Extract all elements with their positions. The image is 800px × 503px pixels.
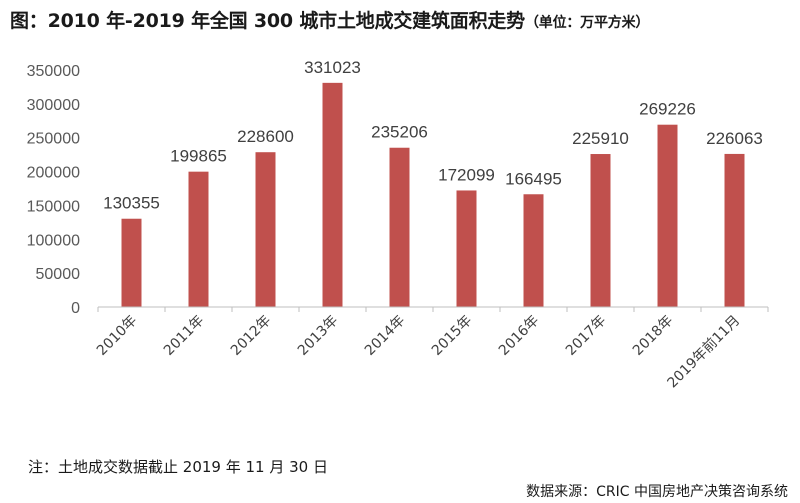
x-axis: 2010年 2011年 2012年 2013年 2014年 2015年 2016年 2017年…: [94, 306, 769, 391]
bar: [322, 82, 343, 307]
bar: [657, 124, 678, 308]
x-tick-label: 2010年: [94, 313, 140, 359]
x-tick-label: 2014年: [362, 313, 408, 359]
bar: [590, 154, 611, 307]
data-label: 331023: [304, 58, 361, 77]
x-tick-label: 2015年: [429, 313, 475, 359]
x-tick-label: 2012年: [228, 313, 274, 359]
bar: [188, 171, 209, 307]
data-label: 235206: [371, 123, 428, 142]
chart-title-main: 图：2010 年-2019 年全国 300 城市土地成交建筑面积走势: [10, 10, 525, 32]
bar: [523, 194, 544, 307]
data-label: 172099: [438, 165, 495, 184]
bar: [121, 218, 142, 307]
data-label: 199865: [170, 147, 227, 166]
chart-title: 图：2010 年-2019 年全国 300 城市土地成交建筑面积走势（单位：万平…: [10, 6, 649, 33]
data-label: 225910: [572, 129, 629, 148]
footnote: 注：土地成交数据截止 2019 年 11 月 30 日: [28, 458, 328, 476]
bar: [456, 190, 477, 307]
y-tick-label: 0: [71, 300, 80, 317]
x-tick-label: 2013年: [295, 313, 341, 359]
chart-title-unit: （单位：万平方米）: [524, 15, 650, 31]
y-tick-label: 150000: [27, 198, 80, 215]
x-tick-label: 2017年: [563, 313, 609, 359]
data-source: 数据来源：CRIC 中国房地产决策咨询系统: [526, 484, 788, 500]
x-tick-label: 2016年: [496, 313, 542, 359]
x-tick-label: 2018年: [630, 313, 676, 359]
y-axis: 0 50000 100000 150000 200000 250000 300000 3500…: [27, 63, 80, 317]
y-tick-label: 350000: [27, 63, 80, 80]
y-tick-label: 100000: [27, 232, 80, 249]
data-label: 269226: [639, 100, 696, 119]
x-tick-label: 2011年: [161, 313, 207, 359]
bar: [255, 152, 276, 307]
data-label: 228600: [237, 127, 294, 146]
bar-series: 130355 199865 228600 331023 235206 172099 1664…: [103, 58, 763, 308]
data-label: 130355: [103, 194, 160, 213]
data-label: 226063: [706, 129, 763, 148]
y-tick-label: 50000: [36, 266, 81, 283]
y-tick-label: 250000: [27, 131, 80, 148]
y-tick-label: 200000: [27, 165, 80, 182]
bar: [724, 153, 745, 307]
bar: [389, 147, 410, 307]
y-tick-label: 300000: [27, 97, 80, 114]
data-label: 166495: [505, 169, 562, 188]
